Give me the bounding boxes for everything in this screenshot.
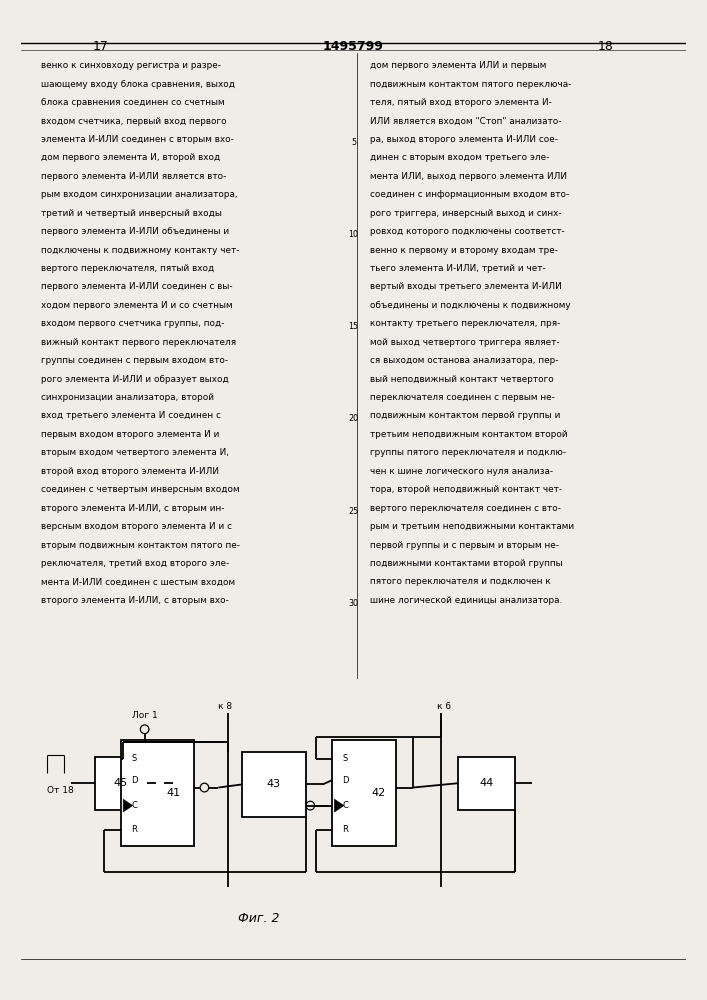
Text: теля, пятый вход второго элемента И-: теля, пятый вход второго элемента И- (370, 98, 552, 107)
Text: От 18: От 18 (47, 786, 74, 795)
Text: первой группы и с первым и вторым не-: первой группы и с первым и вторым не- (370, 541, 559, 550)
Text: 41: 41 (167, 788, 181, 798)
Text: переключателя соединен с первым не-: переключателя соединен с первым не- (370, 393, 555, 402)
Text: мента И-ИЛИ соединен с шестым входом: мента И-ИЛИ соединен с шестым входом (41, 577, 235, 586)
Text: D: D (131, 776, 137, 785)
Text: первого элемента И-ИЛИ соединен с вы-: первого элемента И-ИЛИ соединен с вы- (41, 282, 233, 291)
Text: контакту третьего переключателя, пря-: контакту третьего переключателя, пря- (370, 319, 561, 328)
Bar (332, 740, 396, 846)
Text: венно к первому и второму входам тре-: венно к первому и второму входам тре- (370, 246, 558, 255)
Text: 18: 18 (598, 40, 614, 53)
Text: вторым подвижным контактом пятого пе-: вторым подвижным контактом пятого пе- (41, 541, 240, 550)
Text: 1495799: 1495799 (323, 40, 384, 53)
Text: ра, выход второго элемента И-ИЛИ сое-: ра, выход второго элемента И-ИЛИ сое- (370, 135, 558, 144)
Text: дом первого элемента ИЛИ и первым: дом первого элемента ИЛИ и первым (370, 61, 547, 70)
Bar (95, 757, 147, 810)
Text: вертого переключателя, пятый вход: вертого переключателя, пятый вход (41, 264, 214, 273)
Text: вертого переключателя соединен с вто-: вертого переключателя соединен с вто- (370, 504, 561, 513)
Text: мой выход четвертого триггера являет-: мой выход четвертого триггера являет- (370, 338, 560, 347)
Text: ся выходом останова анализатора, пер-: ся выходом останова анализатора, пер- (370, 356, 559, 365)
Text: шине логической единицы анализатора.: шине логической единицы анализатора. (370, 596, 562, 605)
Text: второго элемента И-ИЛИ, с вторым ин-: второго элемента И-ИЛИ, с вторым ин- (41, 504, 225, 513)
Text: 25: 25 (349, 507, 358, 516)
Text: 43: 43 (267, 779, 281, 789)
Text: элемента И-ИЛИ соединен с вторым вхо-: элемента И-ИЛИ соединен с вторым вхо- (41, 135, 234, 144)
Text: третьим неподвижным контактом второй: третьим неподвижным контактом второй (370, 430, 568, 439)
Text: 5: 5 (351, 138, 356, 147)
Bar (458, 757, 515, 810)
Text: ходом первого элемента И и со счетным: ходом первого элемента И и со счетным (41, 301, 233, 310)
Polygon shape (123, 799, 132, 812)
Text: вход третьего элемента И соединен с: вход третьего элемента И соединен с (41, 411, 221, 420)
Text: тьего элемента И-ИЛИ, третий и чет-: тьего элемента И-ИЛИ, третий и чет- (370, 264, 546, 273)
Text: подключены к подвижному контакту чет-: подключены к подвижному контакту чет- (41, 246, 240, 255)
Text: первого элемента И-ИЛИ является вто-: первого элемента И-ИЛИ является вто- (41, 172, 226, 181)
Text: первого элемента И-ИЛИ объединены и: первого элемента И-ИЛИ объединены и (41, 227, 229, 236)
Text: пятого переключателя и подключен к: пятого переключателя и подключен к (370, 577, 551, 586)
Text: ровход которого подключены соответст-: ровход которого подключены соответст- (370, 227, 565, 236)
Text: 17: 17 (93, 40, 109, 53)
Text: R: R (342, 825, 349, 834)
Text: блока сравнения соединен со счетным: блока сравнения соединен со счетным (41, 98, 225, 107)
Text: реключателя, третий вход второго эле-: реключателя, третий вход второго эле- (41, 559, 229, 568)
Text: S: S (132, 754, 137, 763)
Text: динен с вторым входом третьего эле-: динен с вторым входом третьего эле- (370, 153, 549, 162)
Text: версным входом второго элемента И и с: версным входом второго элемента И и с (41, 522, 232, 531)
Text: первым входом второго элемента И и: первым входом второго элемента И и (41, 430, 219, 439)
Text: второй вход второго элемента И-ИЛИ: второй вход второго элемента И-ИЛИ (41, 467, 219, 476)
Text: входом счетчика, первый вход первого: входом счетчика, первый вход первого (41, 117, 227, 126)
Text: 44: 44 (479, 778, 493, 788)
Text: группы соединен с первым входом вто-: группы соединен с первым входом вто- (41, 356, 228, 365)
Text: входом первого счетчика группы, под-: входом первого счетчика группы, под- (41, 319, 225, 328)
Text: чен к шине логического нуля анализа-: чен к шине логического нуля анализа- (370, 467, 554, 476)
Text: объединены и подключены к подвижному: объединены и подключены к подвижному (370, 301, 571, 310)
Text: мента ИЛИ, выход первого элемента ИЛИ: мента ИЛИ, выход первого элемента ИЛИ (370, 172, 567, 181)
Text: C: C (132, 801, 137, 810)
Text: 42: 42 (371, 788, 385, 798)
Text: венко к синховходу регистра и разре-: венко к синховходу регистра и разре- (41, 61, 221, 70)
Text: соединен с информационным входом вто-: соединен с информационным входом вто- (370, 190, 569, 199)
Text: подвижным контактом первой группы и: подвижным контактом первой группы и (370, 411, 561, 420)
Text: шающему входу блока сравнения, выход: шающему входу блока сравнения, выход (41, 80, 235, 89)
Text: C: C (342, 801, 349, 810)
Text: 10: 10 (349, 230, 358, 239)
Polygon shape (334, 799, 344, 812)
Text: S: S (343, 754, 348, 763)
Text: рым и третьим неподвижными контактами: рым и третьим неподвижными контактами (370, 522, 574, 531)
Bar (242, 752, 306, 817)
Text: вертый входы третьего элемента И-ИЛИ: вертый входы третьего элемента И-ИЛИ (370, 282, 562, 291)
Text: второго элемента И-ИЛИ, с вторым вхо-: второго элемента И-ИЛИ, с вторым вхо- (41, 596, 229, 605)
Text: ИЛИ является входом "Стоп" анализато-: ИЛИ является входом "Стоп" анализато- (370, 117, 561, 126)
Text: подвижными контактами второй группы: подвижными контактами второй группы (370, 559, 563, 568)
Text: вижный контакт первого переключателя: вижный контакт первого переключателя (41, 338, 236, 347)
Text: дом первого элемента И, второй вход: дом первого элемента И, второй вход (41, 153, 221, 162)
Text: к 8: к 8 (218, 702, 233, 711)
Text: подвижным контактом пятого переключа-: подвижным контактом пятого переключа- (370, 80, 571, 89)
Text: вый неподвижный контакт четвертого: вый неподвижный контакт четвертого (370, 375, 554, 384)
Text: 15: 15 (349, 322, 358, 331)
Text: рого триггера, инверсный выход и синх-: рого триггера, инверсный выход и синх- (370, 209, 562, 218)
Text: 30: 30 (349, 599, 358, 608)
Text: тора, второй неподвижный контакт чет-: тора, второй неподвижный контакт чет- (370, 485, 562, 494)
Text: третий и четвертый инверсный входы: третий и четвертый инверсный входы (41, 209, 222, 218)
Text: соединен с четвертым инверсным входом: соединен с четвертым инверсным входом (41, 485, 240, 494)
Text: 45: 45 (114, 778, 128, 788)
Text: Фиг. 2: Фиг. 2 (238, 912, 279, 925)
Text: R: R (132, 825, 137, 834)
Text: группы пятого переключателя и подклю-: группы пятого переключателя и подклю- (370, 448, 566, 457)
Text: Лог 1: Лог 1 (132, 711, 158, 720)
Text: синхронизации анализатора, второй: синхронизации анализатора, второй (41, 393, 214, 402)
Text: к 6: к 6 (437, 702, 451, 711)
Text: рого элемента И-ИЛИ и образует выход: рого элемента И-ИЛИ и образует выход (41, 375, 229, 384)
Text: 20: 20 (349, 414, 358, 423)
Text: вторым входом четвертого элемента И,: вторым входом четвертого элемента И, (41, 448, 229, 457)
Bar (121, 740, 194, 846)
Text: D: D (342, 776, 349, 785)
Text: рым входом синхронизации анализатора,: рым входом синхронизации анализатора, (41, 190, 238, 199)
